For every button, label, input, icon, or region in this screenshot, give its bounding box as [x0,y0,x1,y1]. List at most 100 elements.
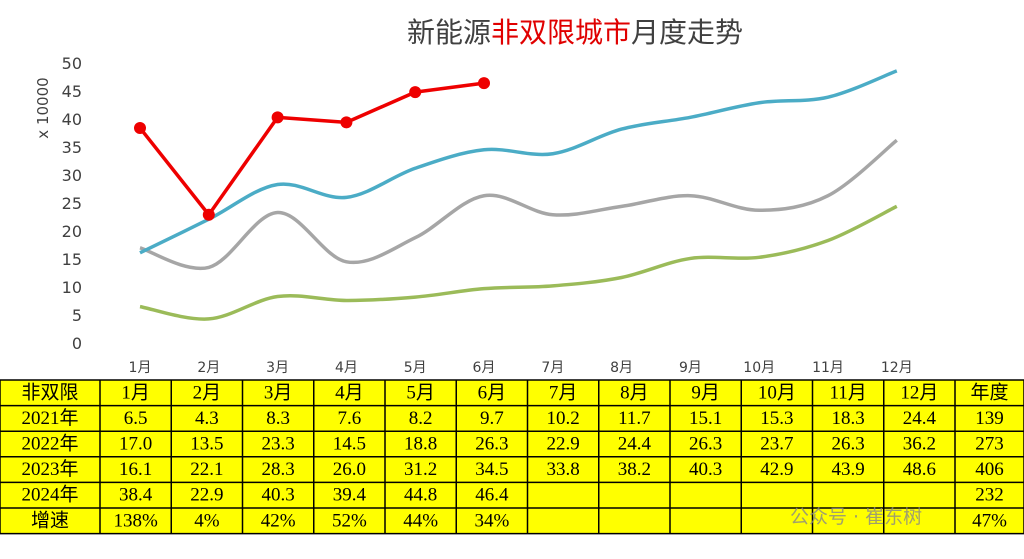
table-cell: 2024年 [21,484,78,506]
table-cell: 48.6 [903,459,936,480]
table-cell: 4% [194,510,220,531]
table-cell: 4月 [335,382,364,403]
table-cell: 40.3 [262,485,295,506]
table-cell: 7月 [549,382,578,403]
series-line [138,81,485,217]
table-cell: 非双限 [21,381,78,403]
table-cell: 9月 [691,382,720,403]
x-tick-label: 11月 [812,360,844,376]
point-marker [478,77,490,90]
table-cell: 8.2 [409,408,433,429]
x-tick-label: 4月 [335,360,358,376]
chart-title: 新能源非双限城市月度走势 [407,16,743,49]
table-cell: 24.4 [618,434,652,455]
x-tick-label: 3月 [266,360,289,376]
table-cell: 44% [403,510,438,531]
table-cell: 11.7 [618,408,651,429]
table-cell: 39.4 [333,485,367,506]
table-cell: 2月 [193,382,222,403]
table-cell: 增速 [31,509,69,531]
table-cell: 23.3 [262,434,295,455]
table-cell: 138% [113,510,158,531]
y-tick-label: 0 [72,334,82,353]
table-cell: 17.0 [119,434,152,455]
point-marker [271,111,284,124]
table-cell: 8.3 [266,408,290,429]
table-cell: 11月 [829,382,866,403]
table-cell: 33.8 [547,459,580,480]
y-tick-label: 15 [62,250,82,269]
table-cell: 4.3 [195,408,219,429]
title-part: 非双限城市 [491,16,631,49]
table-cell: 22.9 [547,434,580,455]
x-tick-label: 6月 [473,360,496,376]
title-part: 新能源 [407,16,491,49]
point-marker [134,121,146,134]
table-cell: 5月 [406,382,435,403]
point-marker [202,208,215,221]
table-cell: 28.3 [262,459,295,480]
x-tick-label: 7月 [541,360,564,376]
y-tick-label: 45 [62,82,82,101]
y-tick-label: 25 [62,194,82,213]
table-cell: 43.9 [832,459,865,480]
series-line [139,204,898,321]
table-cell: 139 [975,408,1004,429]
title-part: 月度走势 [631,16,743,49]
table-cell: 273 [975,434,1004,455]
table-cell: 1月 [121,382,150,403]
table-cell: 40.3 [689,459,722,480]
table-cell: 52% [332,510,367,531]
table-cell: 8月 [620,382,649,403]
point-marker [340,116,353,129]
table-cell: 38.2 [618,459,651,480]
table-cell: 44.8 [404,485,437,506]
table-cell: 2023年 [21,458,78,480]
table-cell: 2022年 [21,433,78,455]
point-marker [409,86,422,99]
table-cell: 3月 [264,382,293,403]
y-tick-label: 30 [62,166,82,185]
table-cell: 22.9 [190,485,223,506]
table-cell: 26.3 [475,434,508,455]
table-cell: 12月 [900,382,938,403]
x-tick-label: 10月 [743,360,775,376]
table-cell: 26.0 [333,459,366,480]
table-cell: 46.4 [475,485,509,506]
table-cell: 26.3 [832,434,865,455]
y-tick-label: 20 [62,222,82,241]
table-cell: 10月 [758,382,796,403]
table-cell: 23.7 [760,434,793,455]
table-cell: 10.2 [547,408,580,429]
table-cell: 15.3 [760,408,793,429]
table-cell: 15.1 [689,408,722,429]
table-cell: 38.4 [119,485,153,506]
table-cell: 年度 [970,381,1008,403]
table-cell: 47% [972,510,1007,531]
y-tick-label: 50 [62,54,82,73]
y-tick-label: 40 [62,110,82,129]
table-cell: 42.9 [760,459,793,480]
x-tick-label: 2月 [197,360,220,376]
y-axis-label: x 10000 [34,77,52,138]
table-cell: 36.2 [903,434,936,455]
table-cell: 232 [975,485,1004,506]
table-cell: 18.8 [404,434,437,455]
y-tick-label: 10 [62,278,82,297]
table-cell: 22.1 [190,459,223,480]
table-cell: 34.5 [475,459,508,480]
y-tick-label: 35 [62,138,82,157]
table-cell: 6月 [478,382,507,403]
x-tick-label: 9月 [679,360,702,376]
table-cell: 26.3 [689,434,722,455]
table-cell: 24.4 [903,408,937,429]
watermark: 公众号 · 崔东树 [790,506,922,528]
table-cell: 18.3 [832,408,865,429]
table-cell: 13.5 [190,434,223,455]
table-cell: 7.6 [338,408,362,429]
series-line [139,69,898,255]
x-tick-label: 8月 [610,360,633,376]
table-cell: 2021年 [21,407,78,429]
table-cell: 34% [474,510,509,531]
